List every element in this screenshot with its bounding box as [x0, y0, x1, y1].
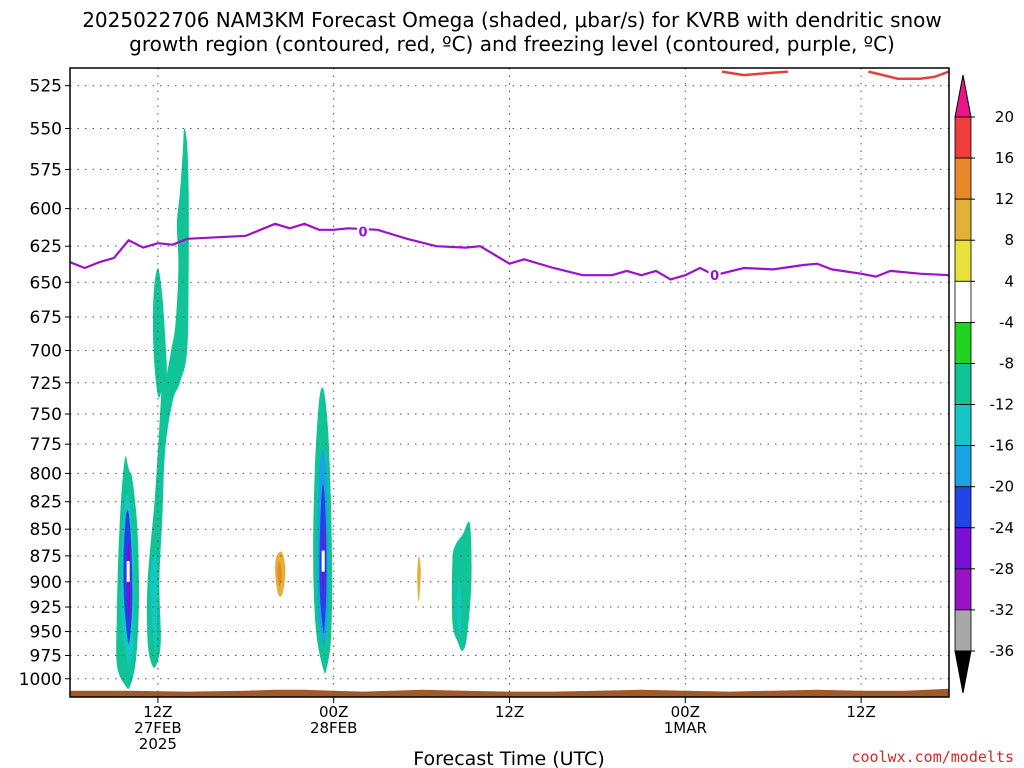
ytick-label-575: 575	[30, 160, 62, 180]
xtick-label-6-1: 27FEB	[134, 719, 181, 737]
xtick-label-42-0: 00Z	[671, 703, 700, 721]
colorbar-bin-2	[954, 198, 972, 241]
omega-region-5	[146, 128, 189, 668]
chart-title-line1: 2025022706 NAM3KM Forecast Omega (shaded…	[82, 8, 942, 32]
xtick-label-18-1: 28FEB	[310, 719, 357, 737]
colorbar-label-1: 16	[995, 149, 1014, 167]
ytick-label-700: 700	[30, 341, 62, 361]
omega-region-6	[152, 268, 167, 398]
omega-region-27	[856, 534, 894, 680]
colorbar-bin-0	[954, 116, 972, 159]
colorbar-label-4: 4	[1004, 272, 1014, 290]
xtick-label-30-0: 12Z	[495, 703, 524, 721]
colorbar-bin-7	[954, 404, 972, 447]
ytick-label-900: 900	[30, 573, 62, 593]
omega-region-18	[181, 549, 191, 657]
xtick-label-6-0: 12Z	[143, 703, 172, 721]
ytick-label-675: 675	[30, 308, 62, 328]
terrain-layer	[70, 688, 949, 697]
ytick-label-750: 750	[30, 405, 62, 425]
xtick-label-6-2: 2025	[139, 735, 177, 753]
colorbar-bin-10	[954, 527, 972, 570]
ytick-label-800: 800	[30, 464, 62, 484]
colorbar-under-triangle	[954, 650, 972, 694]
omega-region-22	[333, 425, 337, 468]
credit-text: coolwx.com/modelts	[851, 748, 1014, 766]
ytick-label-825: 825	[30, 493, 62, 513]
colorbar-label-2: 12	[995, 190, 1014, 208]
omega-core-0	[126, 561, 130, 583]
ytick-label-775: 775	[30, 435, 62, 455]
ytick-label-625: 625	[30, 237, 62, 257]
colorbar-bin-3	[954, 239, 972, 282]
colorbar-label-6: -8	[999, 354, 1014, 372]
dendritic-growth-contours	[721, 70, 949, 80]
omega-shading	[116, 128, 894, 690]
freezing-level-label-bg-1	[708, 268, 721, 283]
ytick-label-600: 600	[30, 200, 62, 220]
plot-background	[70, 68, 949, 697]
ytick-label-850: 850	[30, 520, 62, 540]
ytick-label-1000: 1000	[19, 670, 62, 690]
colorbar-label-5: -4	[999, 313, 1014, 331]
colorbar-bin-11	[954, 568, 972, 611]
colorbar-bin-4	[954, 280, 972, 323]
colorbar-label-10: -24	[990, 519, 1015, 537]
colorbar-label-0: 20	[995, 108, 1014, 126]
dgz-contour-1	[868, 70, 949, 80]
colorbar-label-13: -36	[990, 642, 1015, 660]
y-axis: 525 550 575 600 625 650 675 700 725 750 775 800 825 8…	[19, 77, 70, 690]
omega-region-17	[178, 424, 188, 554]
omega-region-16	[124, 362, 135, 476]
colorbar-bin-8	[954, 445, 972, 488]
xtick-label-54-0: 12Z	[846, 703, 875, 721]
freezing-level-label-0: 0	[358, 225, 367, 240]
colorbar-over-triangle	[954, 74, 972, 118]
colorbar-bin-6	[954, 363, 972, 405]
colorbar: 20 16 12 8 4 -4 -8 -12 -16 -20 -24 -28 -32 -36	[954, 74, 1015, 694]
terrain-fill	[70, 688, 949, 697]
omega-core-1	[321, 550, 325, 572]
ytick-label-550: 550	[30, 120, 62, 140]
omega-region-21	[277, 561, 282, 587]
colorbar-label-8: -16	[990, 437, 1015, 455]
omega-region-8	[153, 560, 157, 588]
xtick-label-42-1: 1MAR	[664, 719, 707, 737]
ytick-label-875: 875	[30, 547, 62, 567]
ytick-label-950: 950	[30, 623, 62, 643]
colorbar-label-12: -32	[990, 601, 1015, 619]
ytick-label-725: 725	[30, 374, 62, 394]
ytick-label-525: 525	[30, 77, 62, 97]
omega-region-24	[417, 555, 421, 603]
dgz-contour-0	[721, 70, 788, 77]
freezing-level-contour: 00	[70, 222, 949, 284]
ytick-label-650: 650	[30, 273, 62, 293]
colorbar-label-9: -20	[990, 478, 1015, 496]
colorbar-bin-5	[954, 321, 972, 364]
freezing-level-line	[70, 222, 949, 281]
plot-area: 00	[69, 67, 950, 698]
x-axis-label: Forecast Time (UTC)	[413, 748, 604, 768]
chart-title-line2: growth region (contoured, red, ºC) and f…	[129, 32, 895, 56]
colorbar-label-11: -28	[990, 560, 1015, 578]
colorbar-bin-12	[954, 609, 972, 652]
ytick-label-975: 975	[30, 646, 62, 666]
omega-region-14	[451, 521, 472, 651]
colorbar-bin-9	[954, 486, 972, 529]
xtick-label-18-0: 00Z	[319, 703, 348, 721]
colorbar-label-3: 8	[1004, 231, 1014, 249]
ytick-label-925: 925	[30, 598, 62, 618]
colorbar-label-7: -12	[990, 396, 1015, 414]
omega-region-25	[491, 531, 507, 588]
freezing-level-label-bg-0	[357, 224, 369, 239]
colorbar-bin-1	[954, 157, 972, 200]
freezing-level-label-1: 0	[710, 269, 719, 284]
omega-region-15	[456, 580, 462, 638]
